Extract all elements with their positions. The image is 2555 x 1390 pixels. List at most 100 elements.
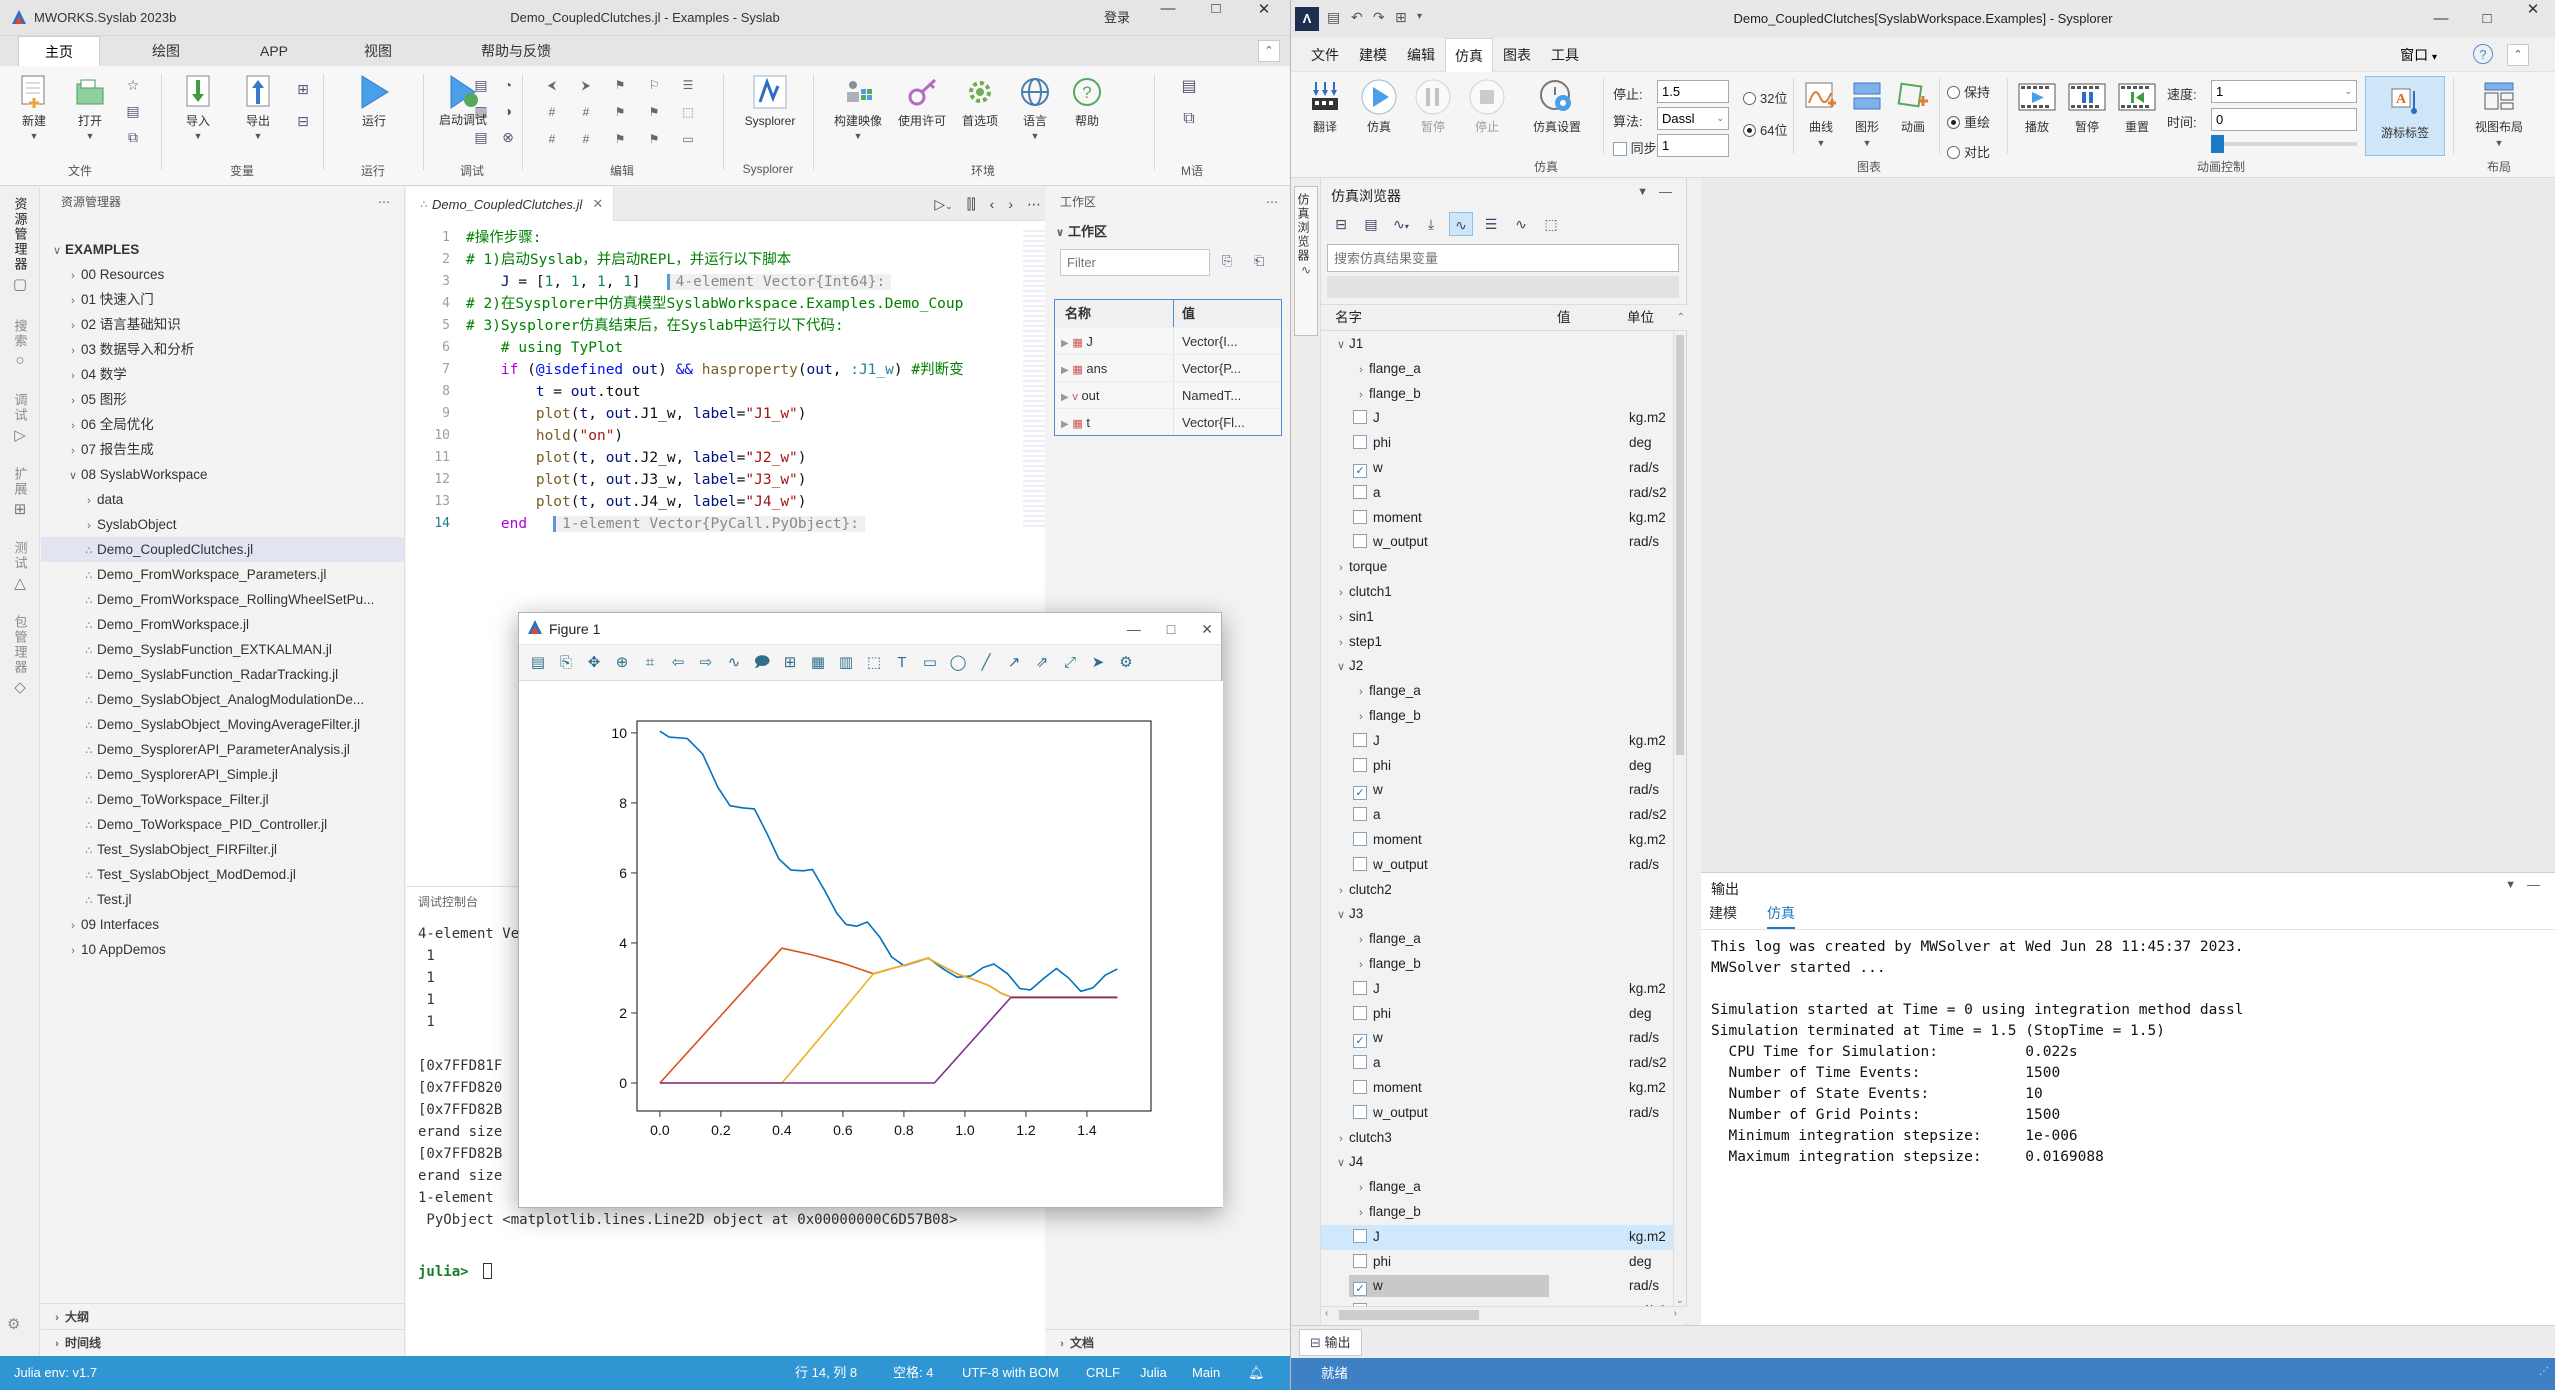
rectangle-icon[interactable]: ▭ [922, 653, 938, 671]
table-search-icon[interactable]: ⊞ [297, 81, 309, 97]
workspace-row[interactable]: ▶ ▦ ans Vector{P... [1055, 354, 1281, 381]
double-arrow-icon[interactable]: ⤢ [1063, 653, 1076, 671]
export-curves-icon[interactable]: ∿▾ [1393, 216, 1409, 232]
code-line[interactable]: 6 # using TyPlot [442, 340, 624, 356]
tree-item-file[interactable]: ∴ Demo_SyslabFunction_RadarTracking.jl [85, 667, 339, 682]
debug-console-title[interactable]: 调试控制台 [418, 895, 479, 909]
translate-button[interactable]: 翻译 [1299, 76, 1351, 135]
forward-icon[interactable]: ⇨ [699, 653, 713, 671]
tree-item-file[interactable]: ∴ Test_SyslabObject_FIRFilter.jl [85, 842, 278, 857]
debug-pause-icon[interactable]: ◑ [503, 103, 513, 119]
browser-tree-row[interactable]: › flange_b [1359, 956, 1421, 971]
hash-icon[interactable]: # [548, 105, 556, 119]
browser-tree-row[interactable]: ∨ J4 [1336, 1154, 1364, 1170]
tab-view[interactable]: 视图 [364, 43, 392, 59]
tree-item[interactable]: › 05 图形 [71, 392, 127, 407]
ws-col-name[interactable]: 名称 [1065, 306, 1092, 321]
browser-tree-row[interactable]: › torque [1339, 559, 1388, 575]
menu-1[interactable]: 文件 [1311, 47, 1339, 63]
tree-item-file[interactable]: ∴ Test.jl [85, 892, 132, 907]
browser-tree-row[interactable]: › flange_a [1359, 1179, 1421, 1195]
pause-button[interactable]: 暂停 [1407, 76, 1459, 135]
repl-prompt[interactable]: julia> [418, 1263, 493, 1280]
sidebar-item-6[interactable]: 包管理器 ◇ [0, 615, 40, 696]
line-icon[interactable]: ╱ [981, 653, 991, 671]
bookmark-icon[interactable]: ⚑ [614, 78, 626, 92]
document-section[interactable]: › 文档 [1046, 1329, 1290, 1355]
filter-curve-icon[interactable]: ∿ [1449, 212, 1473, 236]
anim-reset-button[interactable]: 重置 [2113, 76, 2161, 135]
tree-item-file[interactable]: ∴ Demo_SyslabFunction_EXTKALMAN.jl [85, 642, 332, 657]
forward-circle-icon[interactable]: ⮞ [581, 78, 591, 92]
import-plot-icon[interactable]: ⤓ [1427, 216, 1435, 232]
code-line[interactable]: 5 # 3)Sysplorer仿真结束后，在Syslab中运行以下代码: [442, 318, 844, 334]
browser-tree-row[interactable]: phi deg [1321, 431, 1686, 456]
sync-checkbox[interactable]: 同步 [1613, 138, 1657, 157]
workspace-section[interactable]: ∨ 工作区 [1055, 224, 1108, 239]
browser-tree-row[interactable]: › flange_b [1359, 708, 1421, 723]
code-line[interactable]: 9 plot(t, out.J1_w, label="J1_w") [442, 406, 807, 422]
browser-tree-row[interactable]: phi deg [1321, 1250, 1686, 1275]
tree-item[interactable]: › 03 数据导入和分析 [71, 342, 195, 357]
browser-tree-row[interactable]: › flange_a [1359, 683, 1421, 699]
browser-search-input[interactable] [1327, 244, 1679, 272]
undo-icon[interactable]: ↶ [1351, 9, 1363, 25]
outline-section[interactable]: › 大纲 [41, 1303, 404, 1329]
hash-add-icon[interactable]: # [548, 132, 556, 146]
sp-minimize-button[interactable]: — [2433, 10, 2449, 27]
new-button[interactable]: 新建 ▼ [8, 72, 60, 143]
sysplorer-launch-button[interactable]: Sysplorer [738, 72, 802, 128]
browser-tree-row[interactable]: › clutch2 [1339, 881, 1392, 897]
tree-item-file[interactable]: ∴ Demo_SyslabObject_MovingAverageFilter.j… [85, 717, 361, 732]
sidebar-item-3[interactable]: 调试 ▷ [0, 393, 40, 444]
view-layout-button[interactable]: 视图布局 ▼ [2459, 76, 2539, 149]
save-doc-icon[interactable]: ▤ [126, 103, 140, 119]
browser-tree-row[interactable]: ✓ w rad/s [1321, 778, 1686, 803]
minimap[interactable] [1023, 227, 1045, 527]
sidebar-item-4[interactable]: 扩展 ⊞ [0, 467, 40, 518]
status-julia-env[interactable]: Julia env: v1.7 [14, 1365, 98, 1380]
preferences-button[interactable]: 首选项 [952, 72, 1008, 128]
help-circle-icon[interactable]: ? [2473, 44, 2493, 64]
bookmark-next-icon[interactable]: ⚑ [648, 105, 660, 119]
browser-tree-row[interactable]: w_output rad/s [1321, 1101, 1686, 1126]
output-bottom-tab[interactable]: ⊟ 输出 [1299, 1329, 1362, 1356]
browser-tree-row[interactable]: › flange_b [1359, 1204, 1421, 1219]
save-icon[interactable]: ▤ [1364, 216, 1378, 232]
settings-gear-icon[interactable]: ⚙ [7, 1316, 21, 1333]
data-cursor-icon[interactable]: ∿ [727, 653, 741, 671]
browser-tree-row[interactable]: › sin1 [1339, 608, 1374, 624]
col-value[interactable]: 值 [1557, 310, 1571, 325]
workspace-filter-input[interactable] [1060, 249, 1210, 276]
export-csv-icon[interactable]: ⎘ [1222, 253, 1233, 268]
speed-select[interactable]: 1 ⌄ [2211, 80, 2357, 103]
dashed-box-icon[interactable]: ⬚ [1544, 216, 1558, 232]
start-debug-button[interactable]: 启动调试 [432, 72, 494, 127]
bookmark-export-icon[interactable]: ⚑ [648, 132, 660, 146]
browser-tree-row[interactable]: › clutch3 [1339, 1129, 1392, 1145]
menu-6[interactable]: 工具 [1551, 47, 1579, 63]
radio-32bit[interactable]: 32位 [1743, 88, 1787, 107]
sidebar-item-1[interactable]: 资源管理器 ▢ [0, 197, 40, 293]
colorbar-icon[interactable]: ▥ [838, 653, 854, 671]
tree-item[interactable]: › 10 AppDemos [71, 942, 166, 957]
output-tab-model[interactable]: 建模 [1709, 905, 1737, 921]
algorithm-select[interactable]: Dassl ⌄ [1657, 107, 1729, 130]
animation-button[interactable]: 动画 [1891, 76, 1935, 135]
m-copy-icon[interactable]: ⧉ [1183, 110, 1195, 127]
bookmark-x-icon[interactable]: ⚐ [648, 78, 660, 92]
workspace-row[interactable]: ▶ ▦ J Vector{I... [1055, 327, 1281, 354]
language-button[interactable]: 语言 ▼ [1010, 72, 1060, 143]
browser-tree-row[interactable]: › flange_b [1359, 385, 1421, 401]
code-line[interactable]: 7 if (@isdefined out) && hasproperty(out… [442, 362, 964, 378]
graph-window-button[interactable]: 图形 ▼ [1845, 76, 1889, 149]
text-arrow-icon[interactable]: ⇗ [1035, 653, 1049, 671]
workspace-more-icon[interactable]: ⋯ [1266, 195, 1278, 209]
status-encoding[interactable]: UTF-8 with BOM [962, 1365, 1059, 1380]
code-line[interactable]: 4 # 2)在Sysplorer中仿真模型SyslabWorkspace.Exam… [442, 296, 964, 312]
timeline-section[interactable]: › 时间线 [41, 1329, 404, 1355]
